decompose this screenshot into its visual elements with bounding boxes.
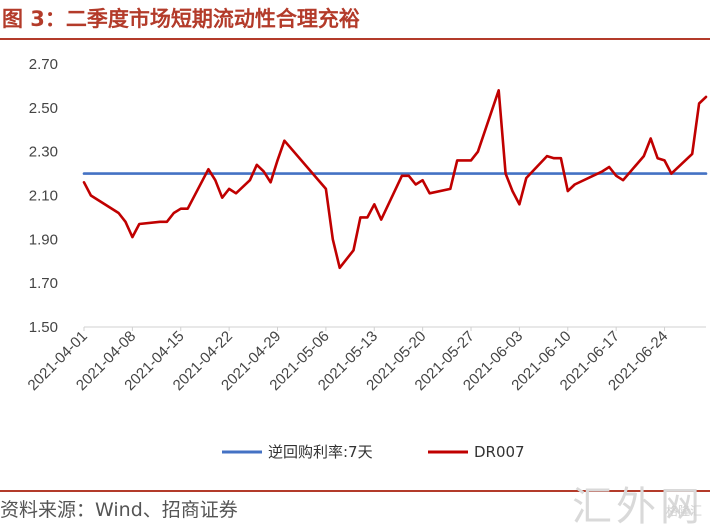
legend-reverse-repo-label: 逆回购利率:7天 bbox=[268, 443, 373, 461]
y-tick-label: 1.90 bbox=[29, 231, 58, 248]
dr007-line bbox=[82, 89, 708, 270]
source-rule bbox=[0, 490, 710, 492]
watermark-small: 格隆汇 bbox=[665, 504, 702, 518]
y-tick-label: 2.50 bbox=[29, 100, 58, 117]
y-tick-label: 1.50 bbox=[29, 319, 58, 336]
legend-dr007-label: DR007 bbox=[474, 443, 525, 461]
x-axis: 2021-04-012021-04-082021-04-152021-04-22… bbox=[25, 326, 706, 394]
y-tick-label: 2.10 bbox=[29, 188, 58, 205]
series-layer bbox=[82, 89, 708, 270]
figure-title: 图 3：二季度市场短期流动性合理充裕 bbox=[2, 7, 360, 31]
source-note: 资料来源：Wind、招商证券 bbox=[0, 499, 238, 521]
y-tick-label: 2.70 bbox=[29, 56, 58, 73]
title-rule bbox=[0, 38, 710, 40]
legend: 逆回购利率:7天 DR007 bbox=[222, 443, 525, 461]
y-tick-label: 1.70 bbox=[29, 275, 58, 292]
y-tick-label: 2.30 bbox=[29, 144, 58, 161]
line-chart: 2.70 2.50 2.30 2.10 1.90 1.70 1.50 2021-04-012… bbox=[25, 56, 708, 461]
watermark: 汇外网 bbox=[572, 484, 704, 530]
y-axis: 2.70 2.50 2.30 2.10 1.90 1.70 1.50 bbox=[29, 56, 58, 336]
